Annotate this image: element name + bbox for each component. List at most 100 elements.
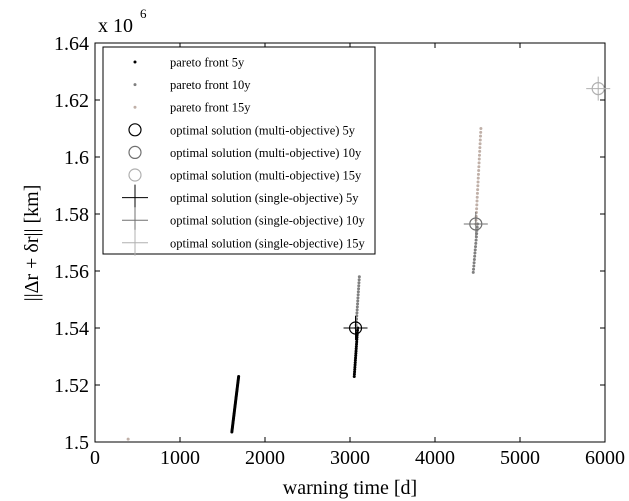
data-point [478, 138, 482, 142]
data-point [473, 251, 477, 255]
legend-swatch [128, 145, 142, 159]
data-point [475, 191, 479, 195]
data-point [357, 281, 361, 285]
data-point [472, 261, 476, 265]
y-tick-label: 1.58 [54, 204, 89, 226]
data-point [354, 351, 358, 355]
data-point [353, 363, 357, 367]
legend-label: optimal solution (multi-objective) 15y [170, 169, 362, 183]
data-point [356, 302, 360, 306]
data-point [354, 349, 358, 353]
x-tick-label: 3000 [330, 447, 370, 469]
data-point [357, 287, 361, 291]
data-point [476, 184, 480, 188]
legend-label: optimal solution (multi-objective) 10y [170, 146, 362, 160]
data-point [354, 347, 358, 351]
data-point [476, 188, 480, 192]
legend-box [102, 46, 376, 255]
data-point [477, 153, 481, 157]
data-point [472, 264, 476, 268]
data-point [477, 157, 481, 161]
legend-label: pareto front 15y [170, 101, 251, 115]
data-point [357, 284, 361, 288]
y-multiplier-label: x 10 [98, 15, 133, 37]
data-point [237, 374, 241, 378]
series-pareto-front-15y [126, 127, 483, 441]
data-point [472, 258, 476, 262]
data-point [355, 311, 359, 315]
data-point [472, 267, 476, 271]
data-point [354, 354, 358, 358]
y-tick-label: 1.64 [54, 33, 89, 55]
data-point [357, 275, 361, 279]
x-tick-label: 5000 [500, 447, 540, 469]
legend-item: optimal solution (multi-objective) 10y [128, 145, 362, 160]
data-point [354, 344, 358, 348]
data-point [476, 172, 480, 176]
data-point [356, 293, 360, 297]
data-point [353, 368, 357, 372]
data-point [356, 296, 360, 300]
data-point [355, 342, 359, 346]
y-tick-label: 1.6 [64, 147, 89, 169]
x-tick-label: 2000 [245, 447, 285, 469]
data-point [474, 235, 478, 239]
series-optimal-solution-single-objective-15y [586, 76, 611, 101]
data-point [478, 134, 482, 138]
y-tick-labels: 1.5 1.52 1.54 1.56 1.58 1.6 1.62 1.64 [54, 33, 89, 454]
data-point [353, 358, 357, 362]
data-layer [126, 76, 611, 441]
x-tick-label: 0 [90, 447, 100, 469]
data-point [354, 356, 358, 360]
y-tick-label: 1.56 [54, 261, 89, 283]
data-point [356, 299, 360, 303]
data-point [478, 146, 482, 150]
x-tick-label: 1000 [160, 447, 200, 469]
data-point [479, 127, 483, 130]
legend-label: optimal solution (single-objective) 5y [170, 191, 359, 205]
data-point [352, 372, 356, 376]
series-optimal-solution-single-objective-5y [343, 316, 368, 340]
legend-item: pareto front 5y [133, 56, 245, 70]
legend-label: pareto front 5y [170, 56, 245, 70]
data-point [473, 248, 477, 252]
data-point [477, 161, 481, 165]
data-point [353, 370, 357, 374]
data-point [474, 241, 478, 245]
legend-label: optimal solution (single-objective) 15y [170, 236, 366, 250]
data-point [475, 203, 479, 207]
data-point [355, 338, 359, 342]
x-tick-label: 6000 [585, 447, 625, 469]
data-point [475, 225, 479, 229]
y-axis-title: ||Δr + δr|| [km] [21, 185, 43, 302]
x-tick-label: 4000 [415, 447, 455, 469]
legend-swatch [133, 83, 137, 87]
y-tick-label: 1.52 [54, 375, 89, 397]
legend-item: optimal solution (single-objective) 5y [122, 184, 359, 211]
x-axis-title: warning time [d] [283, 477, 417, 499]
y-tick-label: 1.54 [54, 318, 89, 340]
data-point [477, 169, 481, 173]
series-optimal-solution-single-objective-10y [463, 211, 488, 236]
y-tick-label: 1.5 [64, 432, 89, 454]
data-point [477, 165, 481, 169]
data-point [355, 335, 359, 339]
data-point [355, 328, 359, 332]
data-point [479, 130, 483, 134]
data-point [473, 254, 477, 258]
data-point [474, 238, 478, 242]
data-point [356, 290, 360, 294]
legend: pareto front 5y pareto front 10y pareto fr… [102, 46, 376, 256]
data-point [474, 245, 478, 249]
data-point [476, 180, 480, 184]
data-point [355, 340, 359, 344]
y-tick-label: 1.62 [54, 90, 89, 112]
legend-label: optimal solution (single-objective) 10y [170, 214, 366, 228]
legend-item: optimal solution (single-objective) 10y [122, 207, 366, 234]
data-point [475, 195, 479, 199]
legend-label: optimal solution (multi-objective) 5y [170, 123, 356, 137]
legend-swatch [128, 123, 142, 137]
legend-item: optimal solution (multi-objective) 15y [128, 168, 362, 183]
series-pareto-front-5y [230, 326, 360, 434]
